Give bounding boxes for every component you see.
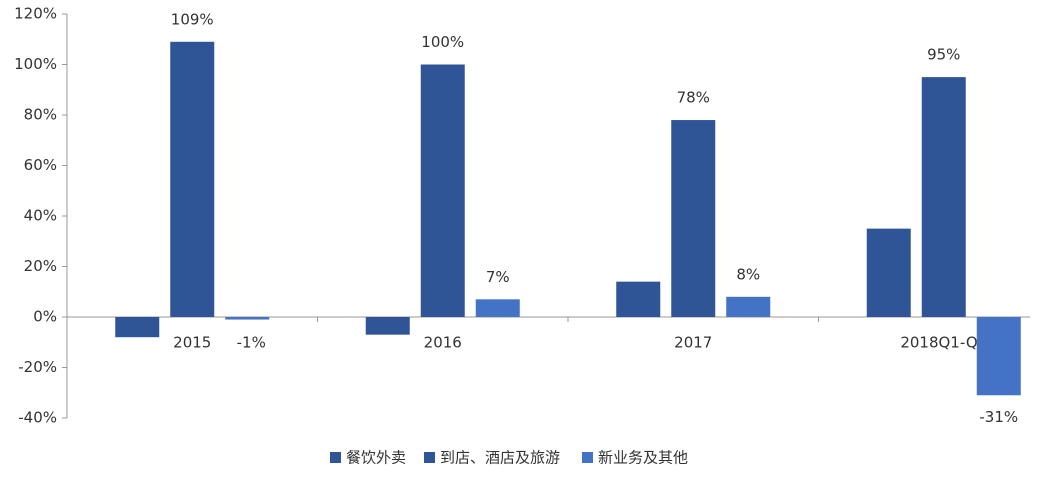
y-tick-label: 20%	[24, 257, 57, 275]
bar	[475, 299, 520, 317]
legend-swatch	[330, 452, 341, 463]
bar	[170, 41, 215, 318]
legend-swatch	[424, 452, 435, 463]
data-label: 8%	[736, 265, 760, 283]
legend-label: 餐饮外卖	[346, 449, 406, 467]
bar	[866, 228, 911, 317]
y-tick-label: 100%	[14, 55, 57, 73]
data-label: 7%	[486, 268, 510, 286]
data-label: 95%	[927, 46, 960, 64]
x-tick-label: 2015	[173, 334, 211, 352]
y-tick-label: 120%	[14, 5, 57, 23]
bar	[616, 281, 661, 317]
legend-label: 新业务及其他	[598, 449, 688, 467]
y-tick-label: -20%	[18, 358, 57, 376]
data-label: 109%	[171, 10, 214, 28]
bar	[365, 317, 410, 335]
x-tick-label: 2018Q1-Q3	[900, 334, 987, 352]
bar	[420, 64, 465, 317]
x-tick-label: 2016	[424, 334, 462, 352]
data-label: 78%	[677, 89, 710, 107]
data-label: 100%	[421, 33, 464, 51]
legend-label: 到店、酒店及旅游	[440, 449, 560, 467]
bar	[921, 77, 966, 317]
x-tick-label: 2017	[674, 334, 712, 352]
data-label: -1%	[237, 334, 266, 352]
y-tick-label: 80%	[24, 106, 57, 124]
data-label: -31%	[979, 408, 1018, 426]
bar	[976, 317, 1021, 396]
legend-swatch	[582, 452, 593, 463]
y-tick-label: 0%	[33, 308, 57, 326]
y-tick-label: 60%	[24, 156, 57, 174]
bar	[225, 317, 270, 320]
bar	[671, 120, 716, 317]
y-tick-label: 40%	[24, 207, 57, 225]
y-tick-label: -40%	[18, 409, 57, 427]
bar	[115, 317, 160, 338]
bar	[726, 296, 771, 317]
